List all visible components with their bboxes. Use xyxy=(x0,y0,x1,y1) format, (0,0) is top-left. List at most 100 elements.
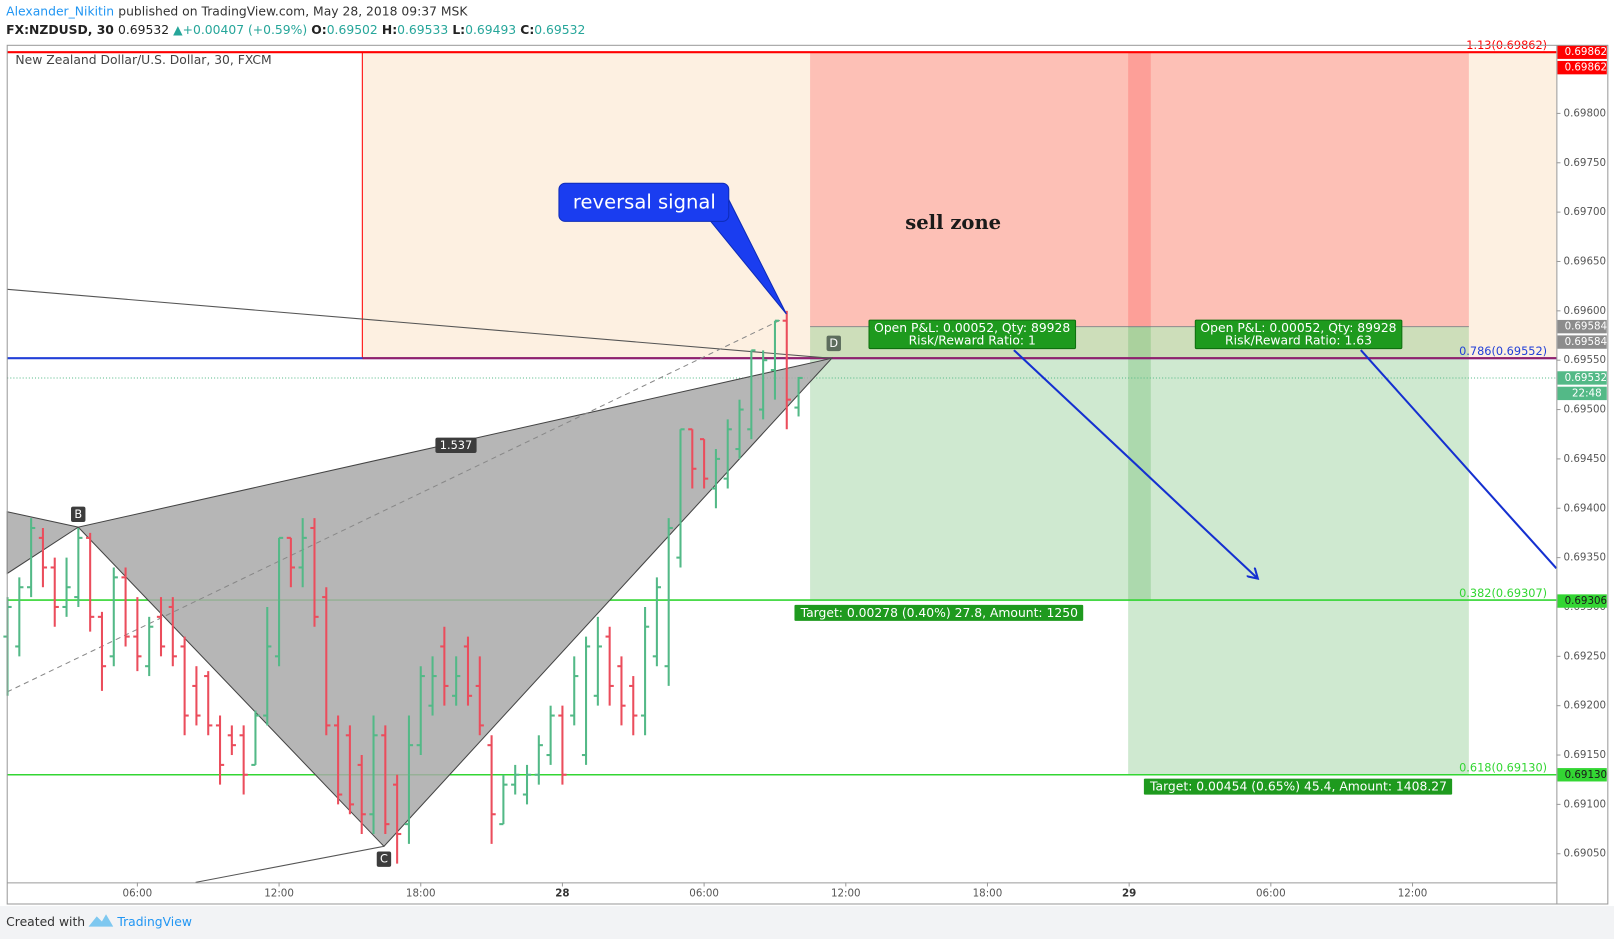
footer-brand[interactable]: TradingView xyxy=(116,915,192,929)
change-arrow: ▲ xyxy=(173,22,183,36)
x-tick-label: 06:00 xyxy=(689,888,719,900)
x-tick-label: 12:00 xyxy=(1398,888,1428,900)
target-label-box xyxy=(794,604,1084,621)
pnl-label: Open P&L: 0.00052, Qty: 89928 xyxy=(1200,321,1396,335)
footer-bar xyxy=(0,906,1614,939)
price-badge-label: 0.69584 xyxy=(1565,321,1608,333)
target-label-box xyxy=(1143,778,1453,795)
point-label: C xyxy=(380,852,388,866)
ratio-label: Risk/Reward Ratio: 1.63 xyxy=(1225,334,1372,348)
point-box xyxy=(376,851,392,867)
price-badge-label: 0.69306 xyxy=(1565,595,1608,607)
y-tick-label: 0.69100 xyxy=(1564,798,1607,810)
price-badge-label: 0.69130 xyxy=(1565,769,1608,781)
point-label: B xyxy=(74,507,82,521)
target-label: Target: 0.00278 (0.40%) 27.8, Amount: 12… xyxy=(800,606,1078,620)
logo[interactable] xyxy=(88,914,114,927)
price-badge xyxy=(1557,319,1607,334)
high-key: H: xyxy=(382,22,397,36)
pnl-box xyxy=(1194,319,1403,350)
ratio-label: Risk/Reward Ratio: 1 xyxy=(909,334,1036,348)
change: +0.00407 (+0.59%) xyxy=(183,22,307,36)
price-badge xyxy=(1557,45,1607,59)
fib-label: 0.382(0.69307) xyxy=(1459,586,1547,600)
zone-label: sell zone xyxy=(905,211,1001,234)
zones xyxy=(361,52,1557,775)
x-tick-label: 28 xyxy=(555,888,569,900)
price-badge-label: 0.69862 xyxy=(1565,46,1608,58)
price-bars xyxy=(3,310,803,864)
price-badge xyxy=(1557,371,1607,385)
chart-title: New Zealand Dollar/U.S. Dollar, 30, FXCM xyxy=(15,53,271,67)
pattern-leg-line xyxy=(195,845,385,883)
x-tick-label: 06:00 xyxy=(1256,888,1286,900)
symbol: FX:NZDUSD, 30 xyxy=(6,22,114,36)
point-label: D xyxy=(829,336,838,350)
y-tick-label: 0.69450 xyxy=(1564,453,1607,465)
stop-zone xyxy=(810,52,1151,327)
low-key: L: xyxy=(452,22,465,36)
stop-zone xyxy=(1128,52,1469,327)
y-tick-label: 0.69650 xyxy=(1564,255,1607,267)
price-badge-label: 0.69862 xyxy=(1565,62,1608,74)
ratio-label: 1.537 xyxy=(440,438,472,452)
y-tick-label: 0.69700 xyxy=(1564,206,1607,218)
y-tick-label: 0.69250 xyxy=(1564,650,1607,662)
y-tick-label: 0.69600 xyxy=(1564,305,1607,317)
price-badge xyxy=(1557,594,1607,608)
trend-line xyxy=(7,288,832,359)
fib-label: 0.786(0.69552) xyxy=(1459,344,1547,358)
price-axis-panel xyxy=(1556,45,1608,904)
open-key: O: xyxy=(311,22,326,36)
open-value: 0.69502 xyxy=(327,22,378,36)
price-badge-label: 0.69532 xyxy=(1565,372,1608,384)
annotations: sell zone reversal signal 1.537 B C D Ne… xyxy=(15,38,1558,867)
y-tick-label: 0.69150 xyxy=(1564,749,1607,761)
x-tick-label: 12:00 xyxy=(831,888,861,900)
low-value: 0.69493 xyxy=(465,22,516,36)
close-key: C: xyxy=(520,22,534,36)
x-tick-label: 12:00 xyxy=(264,888,294,900)
y-tick-label: 0.69750 xyxy=(1564,157,1607,169)
point-box xyxy=(826,335,841,352)
close-value: 0.69532 xyxy=(534,22,585,36)
ratio-box xyxy=(435,437,477,454)
y-tick-label: 0.69200 xyxy=(1564,700,1607,712)
pnl-box xyxy=(868,319,1077,350)
published: published on TradingView.com, May 28, 20… xyxy=(118,4,468,18)
high-value: 0.69533 xyxy=(397,22,448,36)
price-badge xyxy=(1557,60,1607,75)
target-zone xyxy=(1128,326,1469,775)
countdown-box xyxy=(1557,386,1607,401)
frame xyxy=(6,44,1609,905)
author[interactable]: Alexander_Nikitin xyxy=(6,4,114,18)
last-price: 0.69532 xyxy=(118,22,169,36)
price-badge-label: 0.69584 xyxy=(1565,336,1608,348)
arrow-line xyxy=(1360,349,1558,570)
y-tick-label: 0.69400 xyxy=(1564,502,1607,514)
y-tick-label: 0.69550 xyxy=(1564,354,1607,366)
symbol-line: FX:NZDUSD, 30 0.69532 ▲+0.00407 (+0.59%) O:… xyxy=(6,22,585,36)
axes: 0.69050 0.69100 0.69150 0.69200 0.69250 0.693… xyxy=(123,45,1608,900)
x-tick-label: 18:00 xyxy=(973,888,1003,900)
header-line: Alexander_Nikitin published on TradingVie… xyxy=(6,4,468,18)
y-tick-label: 0.69500 xyxy=(1564,404,1607,416)
x-tick-label: 06:00 xyxy=(123,888,153,900)
pnl-label: Open P&L: 0.00052, Qty: 89928 xyxy=(874,321,1070,335)
target-zone xyxy=(810,326,1151,602)
y-tick-label: 0.69350 xyxy=(1564,552,1607,564)
y-tick-label: 0.69050 xyxy=(1564,848,1607,860)
price-badge xyxy=(1557,768,1607,782)
footer-text: Created with xyxy=(6,915,85,929)
price-badge xyxy=(1557,335,1607,349)
target-label: Target: 0.00454 (0.65%) 45.4, Amount: 14… xyxy=(1149,780,1447,794)
fib-label: 0.618(0.69130) xyxy=(1459,761,1547,775)
callout-text: reversal signal xyxy=(573,190,716,213)
arrow xyxy=(1013,349,1258,579)
countdown: 22:48 xyxy=(1572,387,1602,399)
y-tick-label: 0.69800 xyxy=(1564,107,1607,119)
x-tick-label: 29 xyxy=(1122,888,1136,900)
point-box xyxy=(71,506,86,523)
